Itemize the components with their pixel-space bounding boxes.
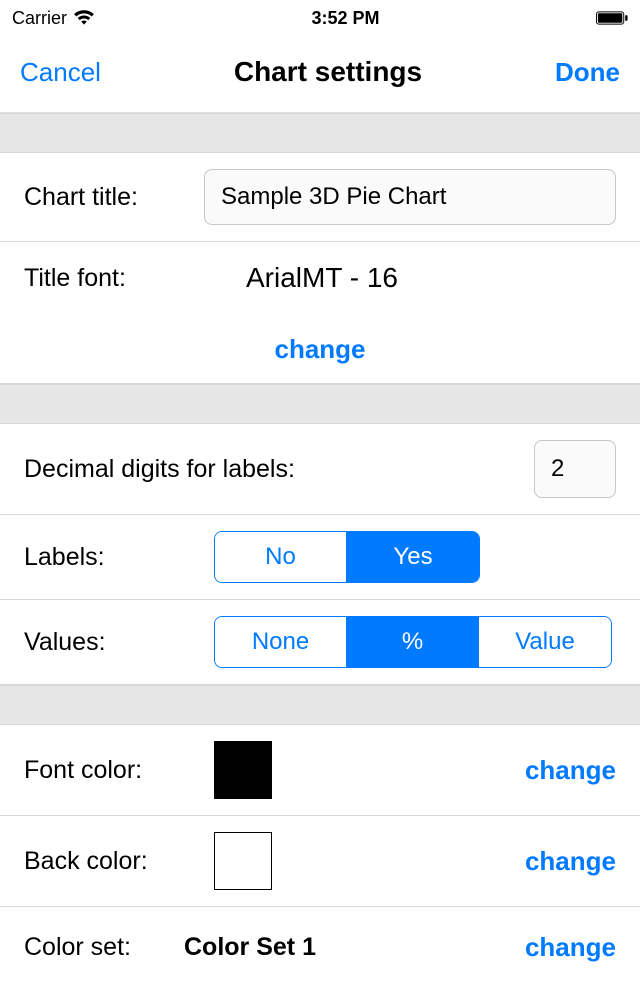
values-label: Values:	[24, 628, 194, 657]
chart-title-row: Chart title:	[0, 153, 640, 242]
values-row: Values: None % Value	[0, 600, 640, 685]
carrier-label: Carrier	[12, 8, 67, 29]
font-color-label: Font color:	[24, 756, 194, 785]
decimal-digits-label: Decimal digits for labels:	[24, 455, 295, 484]
chart-title-label: Chart title:	[24, 183, 184, 212]
status-time: 3:52 PM	[311, 8, 379, 29]
values-option-value[interactable]: Value	[479, 617, 611, 667]
decimal-digits-input[interactable]	[534, 440, 616, 498]
title-font-value: ArialMT - 16	[246, 262, 398, 294]
values-option-percent[interactable]: %	[347, 617, 479, 667]
battery-icon	[596, 11, 628, 25]
decimal-digits-row: Decimal digits for labels:	[0, 424, 640, 515]
section-gap	[0, 384, 640, 424]
section-gap	[0, 113, 640, 153]
back-color-change-button[interactable]: change	[525, 846, 616, 877]
back-color-label: Back color:	[24, 847, 194, 876]
page-title: Chart settings	[234, 56, 422, 88]
values-option-none[interactable]: None	[215, 617, 347, 667]
chart-title-input[interactable]	[204, 169, 616, 225]
font-color-change-button[interactable]: change	[525, 755, 616, 786]
back-color-swatch	[214, 832, 272, 890]
title-font-change-button[interactable]: change	[274, 334, 365, 365]
wifi-icon	[73, 9, 95, 27]
section-gap	[0, 685, 640, 725]
font-color-row: Font color: change	[0, 725, 640, 816]
color-set-value: Color Set 1	[184, 933, 316, 962]
values-segmented-control: None % Value	[214, 616, 612, 668]
font-color-swatch	[214, 741, 272, 799]
status-right	[596, 11, 628, 25]
status-bar: Carrier 3:52 PM	[0, 0, 640, 36]
title-font-label: Title font:	[24, 264, 184, 293]
color-set-change-button[interactable]: change	[525, 932, 616, 963]
labels-option-no[interactable]: No	[215, 532, 347, 582]
labels-option-yes[interactable]: Yes	[347, 532, 479, 582]
color-set-label: Color set:	[24, 933, 164, 962]
cancel-button[interactable]: Cancel	[20, 57, 101, 88]
labels-label: Labels:	[24, 543, 194, 572]
color-set-row: Color set: Color Set 1 change	[0, 907, 640, 987]
done-button[interactable]: Done	[555, 57, 620, 88]
back-color-row: Back color: change	[0, 816, 640, 907]
nav-bar: Cancel Chart settings Done	[0, 36, 640, 113]
title-font-row: Title font: ArialMT - 16 change	[0, 242, 640, 384]
labels-segmented-control: No Yes	[214, 531, 480, 583]
labels-row: Labels: No Yes	[0, 515, 640, 600]
status-left: Carrier	[12, 8, 95, 29]
